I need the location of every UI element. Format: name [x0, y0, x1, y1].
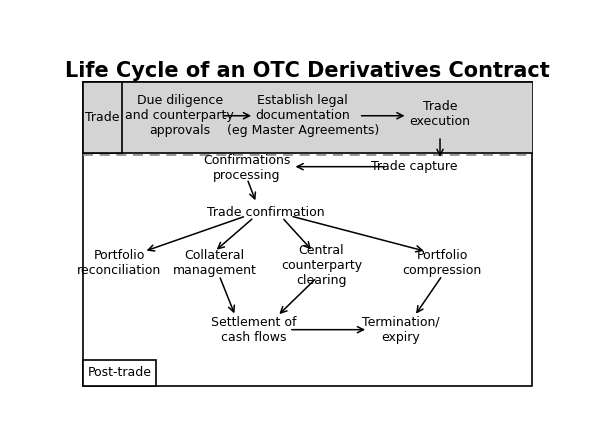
Bar [83, 82, 532, 386]
Bar [83, 82, 532, 153]
Text: Termination/
expiry: Termination/ expiry [362, 316, 439, 344]
Text: Portfolio
reconciliation: Portfolio reconciliation [77, 250, 161, 277]
Text: Life Cycle of an OTC Derivatives Contract: Life Cycle of an OTC Derivatives Contrac… [65, 61, 550, 82]
Text: Establish legal
documentation
(eg Master Agreements): Establish legal documentation (eg Master… [227, 94, 379, 137]
Text: Due diligence
and counterparty
approvals: Due diligence and counterparty approvals [125, 94, 234, 137]
Text: Trade confirmation: Trade confirmation [207, 206, 325, 219]
Bar [83, 82, 121, 153]
Text: Portfolio
compression: Portfolio compression [403, 250, 482, 277]
Text: Post-trade: Post-trade [88, 366, 152, 379]
Text: Trade: Trade [85, 111, 119, 124]
Text: Trade
execution: Trade execution [410, 100, 470, 128]
Bar [83, 360, 157, 386]
Text: Collateral
management: Collateral management [173, 250, 256, 277]
Text: Settlement of
cash flows: Settlement of cash flows [211, 316, 297, 344]
Text: Central
counterparty
clearing: Central counterparty clearing [281, 243, 362, 287]
Text: Trade capture: Trade capture [371, 160, 458, 173]
Text: Confirmations
processing: Confirmations processing [203, 154, 291, 183]
